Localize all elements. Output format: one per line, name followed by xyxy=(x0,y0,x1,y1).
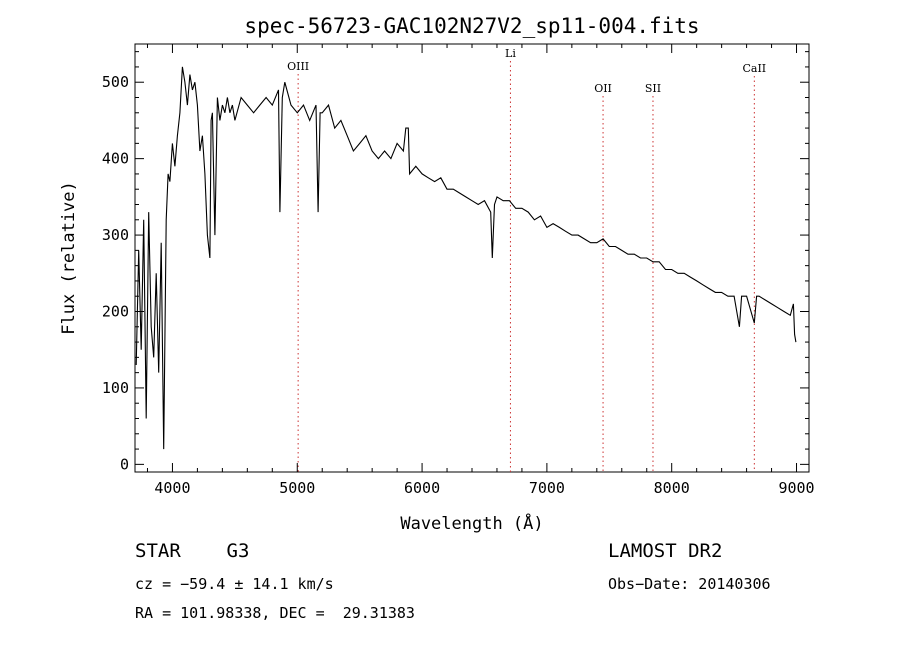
line-marker-label: CaII xyxy=(742,62,766,75)
y-axis-label: Flux (relative) xyxy=(59,181,79,335)
x-tick-label: 7000 xyxy=(529,479,565,497)
y-tick-label: 400 xyxy=(102,150,129,168)
coordinates: RA = 101.98338, DEC = 29.31383 xyxy=(135,604,415,622)
y-tick-label: 200 xyxy=(102,303,129,321)
axes: 4000 5000 6000 7000 8000 9000 0 100 200 300 400 500 xyxy=(102,44,815,497)
redshift-velocity: cz = −59.4 ± 14.1 km/s xyxy=(135,575,334,593)
x-axis-label: Wavelength (Å) xyxy=(400,512,543,534)
y-tick-label: 500 xyxy=(102,73,129,91)
spectrum-series xyxy=(135,66,797,450)
y-tick-label: 100 xyxy=(102,379,129,397)
x-tick-label: 8000 xyxy=(654,479,690,497)
chart-title: spec-56723-GAC102N27V2_sp11-004.fits xyxy=(244,14,699,38)
line-marker-label: SII xyxy=(645,82,661,95)
line-marker-label: OIII xyxy=(287,60,309,73)
y-tick-label: 300 xyxy=(102,226,129,244)
line-markers: OIII Li OII SII CaII xyxy=(287,47,766,472)
y-tick-label: 0 xyxy=(120,455,129,473)
plot-frame xyxy=(134,43,810,473)
x-tick-label: 5000 xyxy=(279,479,315,497)
observation-date: Obs−Date: 20140306 xyxy=(608,575,771,593)
survey-label: LAMOST DR2 xyxy=(608,540,723,562)
x-tick-label: 9000 xyxy=(778,479,814,497)
object-class: STAR G3 xyxy=(135,540,250,562)
x-tick-label: 6000 xyxy=(404,479,440,497)
line-marker-label: Li xyxy=(505,47,516,60)
x-tick-label: 4000 xyxy=(154,479,190,497)
line-marker-label: OII xyxy=(594,82,612,95)
